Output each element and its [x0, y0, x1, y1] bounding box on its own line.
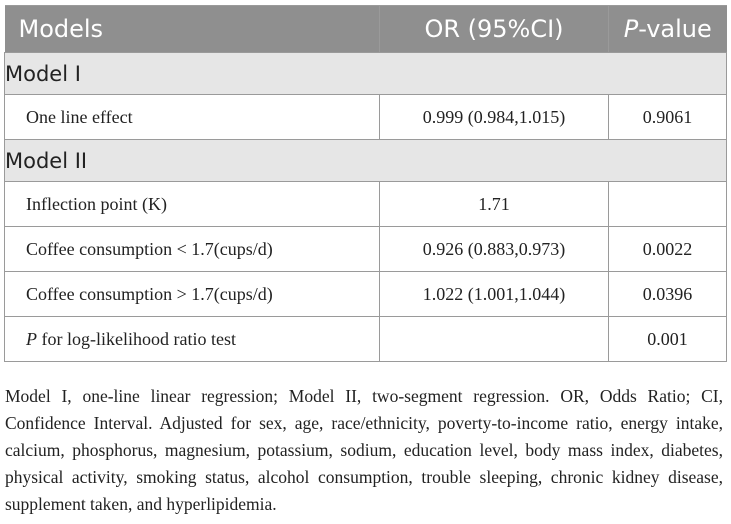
header-models: Models — [4, 5, 380, 53]
table-row: Coffee consumption > 1.7(cups/d) 1.022 (… — [4, 271, 727, 317]
section-row-model-2: Model II — [4, 139, 727, 182]
header-p-value: P-value — [608, 5, 727, 53]
regression-results-table: Models OR (95%CI) P-value Model I One li… — [4, 5, 727, 362]
row-label: Coffee consumption > 1.7(cups/d) — [4, 271, 380, 317]
section-title: Model I — [4, 52, 727, 95]
row-p-value: 0.9061 — [608, 94, 727, 140]
table-row: Inflection point (K) 1.71 — [4, 181, 727, 227]
section-title: Model II — [4, 139, 727, 182]
header-p-letter: P — [623, 15, 639, 43]
section-row-model-1: Model I — [4, 52, 727, 95]
row-p-value: 0.001 — [608, 316, 727, 362]
row-label: Inflection point (K) — [4, 181, 380, 227]
row-or-ci: 0.999 (0.984,1.015) — [379, 94, 609, 140]
table-row: P for log-likelihood ratio test 0.001 — [4, 316, 727, 362]
row-label: Coffee consumption < 1.7(cups/d) — [4, 226, 380, 272]
results-table-container: Models OR (95%CI) P-value Model I One li… — [4, 5, 727, 362]
row-or-ci: 1.71 — [379, 181, 609, 227]
table-row: One line effect 0.999 (0.984,1.015) 0.90… — [4, 94, 727, 140]
table-row: Coffee consumption < 1.7(cups/d) 0.926 (… — [4, 226, 727, 272]
row-label-p-letter: P — [26, 328, 37, 349]
row-label-rest: for log-likelihood ratio test — [37, 328, 236, 349]
row-or-ci: 0.926 (0.883,0.973) — [379, 226, 609, 272]
header-p-suffix: -value — [638, 15, 712, 43]
row-p-value: 0.0396 — [608, 271, 727, 317]
row-or-ci: 1.022 (1.001,1.044) — [379, 271, 609, 317]
table-header-row: Models OR (95%CI) P-value — [4, 5, 727, 53]
row-label: One line effect — [4, 94, 380, 140]
row-or-ci — [379, 316, 609, 362]
row-label: P for log-likelihood ratio test — [4, 316, 380, 362]
header-or-ci: OR (95%CI) — [379, 5, 609, 53]
table-footnote: Model I, one-line linear regression; Mod… — [5, 386, 723, 514]
row-p-value: 0.0022 — [608, 226, 727, 272]
row-p-value — [608, 181, 727, 227]
